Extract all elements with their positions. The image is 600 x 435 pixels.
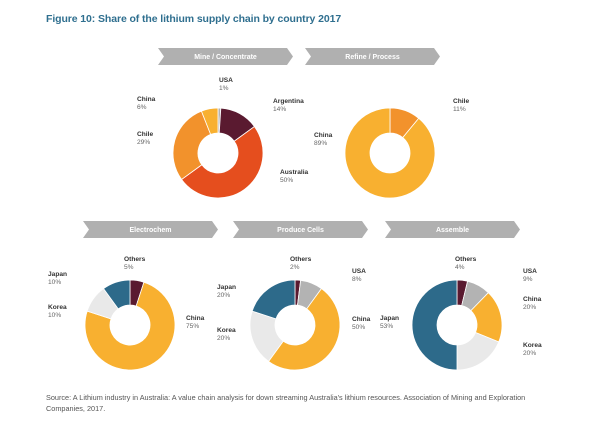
slice-label-usa: USA xyxy=(352,268,366,275)
slice-label-china: China xyxy=(137,96,156,103)
slice-label-china: China xyxy=(523,296,542,303)
slice-value-chile: 11% xyxy=(453,106,466,113)
slice-value-chile: 29% xyxy=(137,139,150,146)
stage-label: Refine / Process xyxy=(345,54,400,61)
chart-produce-cells: Produce CellsOthers2%USA8%China50%Korea2… xyxy=(217,221,371,371)
slice-china xyxy=(84,281,176,371)
slice-value-china: 50% xyxy=(352,324,365,331)
slice-label-others: Others xyxy=(290,256,312,263)
slice-value-china: 6% xyxy=(137,104,147,111)
slice-value-china: 20% xyxy=(523,304,536,311)
slice-label-chile: Chile xyxy=(137,131,153,138)
slice-label-usa: USA xyxy=(523,268,537,275)
slice-value-usa: 1% xyxy=(219,85,229,92)
slice-chile xyxy=(172,110,212,181)
stage-label: Mine / Concentrate xyxy=(194,54,257,61)
slice-label-argentina: Argentina xyxy=(273,98,304,105)
stage-label: Produce Cells xyxy=(277,227,324,234)
slice-label-korea: Korea xyxy=(523,342,542,349)
slice-japan xyxy=(251,279,296,320)
source-note: Source: A Lithium industry in Australia:… xyxy=(46,393,526,413)
slice-value-china: 89% xyxy=(314,140,327,147)
slice-japan xyxy=(102,279,131,310)
stage-banner xyxy=(385,221,520,238)
slice-label-japan: Japan xyxy=(217,284,236,291)
slice-value-australia: 50% xyxy=(280,177,293,184)
slice-label-china: China xyxy=(352,316,371,323)
slice-label-china: China xyxy=(314,132,333,139)
slice-value-korea: 10% xyxy=(48,312,61,319)
slice-label-china: China xyxy=(186,315,205,322)
slice-label-others: Others xyxy=(124,256,146,263)
slice-label-usa: USA xyxy=(219,77,233,84)
slice-china xyxy=(200,107,219,135)
slice-japan xyxy=(411,279,458,371)
stage-banner xyxy=(233,221,368,238)
slice-label-japan: Japan xyxy=(48,271,67,278)
chart-assemble: AssembleOthers4%USA9%China20%Korea20%Jap… xyxy=(380,221,542,371)
figure-title: Figure 10: Share of the lithium supply c… xyxy=(46,13,342,25)
stage-label: Assemble xyxy=(436,227,469,234)
slice-value-usa: 9% xyxy=(523,276,533,283)
slice-value-korea: 20% xyxy=(217,335,230,342)
slice-label-japan: Japan xyxy=(380,315,399,322)
stage-banner xyxy=(83,221,218,238)
stage-banner xyxy=(305,48,440,65)
slice-value-others: 5% xyxy=(124,264,134,271)
slice-china xyxy=(267,288,341,371)
slice-value-japan: 10% xyxy=(48,279,61,286)
slice-label-korea: Korea xyxy=(48,304,67,311)
slice-label-korea: Korea xyxy=(217,327,236,334)
slice-value-japan: 20% xyxy=(217,292,230,299)
slice-value-others: 4% xyxy=(455,264,465,271)
slice-value-china: 75% xyxy=(186,323,199,330)
slice-value-argentina: 14% xyxy=(273,106,286,113)
stage-banner xyxy=(158,48,293,65)
slice-china xyxy=(344,107,436,199)
slice-value-korea: 20% xyxy=(523,350,536,357)
slice-value-others: 2% xyxy=(290,264,300,271)
slice-label-australia: Australia xyxy=(280,169,309,176)
stage-label: Electrochem xyxy=(129,227,171,234)
chart-electrochem: ElectrochemOthers5%China75%Korea10%Japan… xyxy=(48,221,218,371)
slice-value-usa: 8% xyxy=(352,276,362,283)
slice-label-others: Others xyxy=(455,256,477,263)
slice-value-japan: 53% xyxy=(380,323,393,330)
slice-label-chile: Chile xyxy=(453,98,469,105)
slice-australia xyxy=(181,125,264,199)
